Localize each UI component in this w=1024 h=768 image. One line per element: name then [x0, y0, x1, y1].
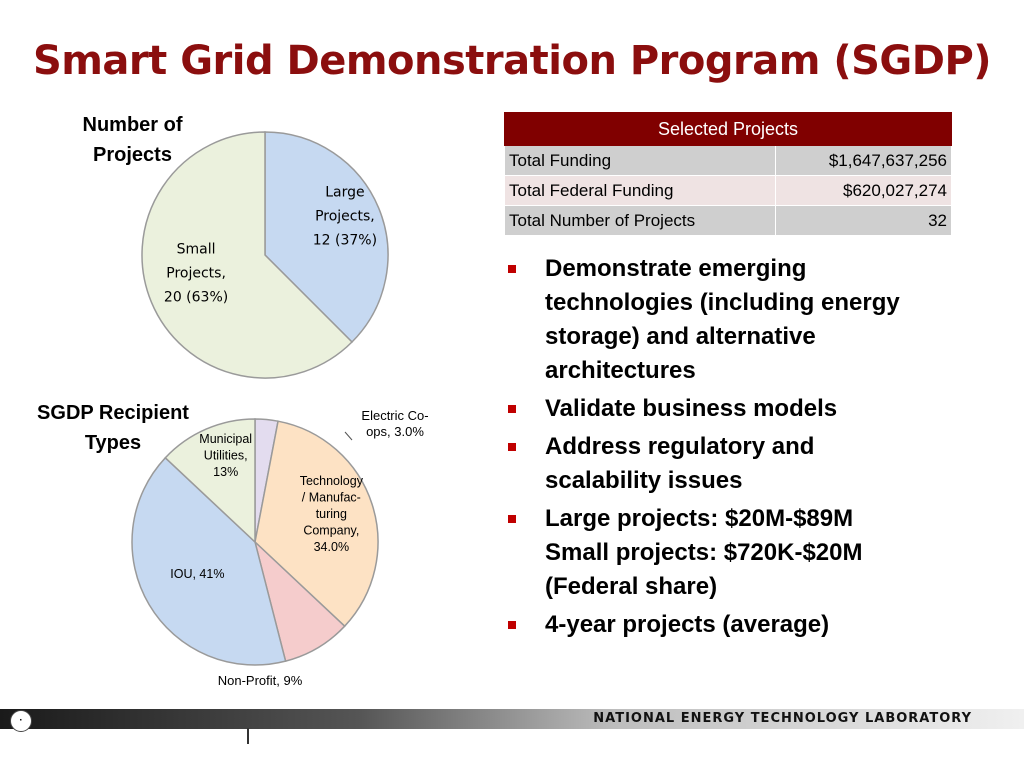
netl-logo-icon: · [10, 710, 32, 732]
slide-title: Smart Grid Demonstration Program (SGDP) [32, 38, 992, 84]
recipient-pie-chart: Technology / Manufac-turing Company, 34.0% I… [131, 418, 379, 666]
footer-bar [0, 709, 1024, 729]
pie-slice [254, 420, 379, 628]
bullet-item: Address regulatory and scalability issue… [505, 430, 905, 498]
bullet-square-icon [508, 405, 516, 413]
row-label: Total Funding [504, 145, 776, 176]
footer-lab-name: NATIONAL ENERGY TECHNOLOGY LABORATORY [593, 711, 972, 726]
slice-label: Small Projects, 20 (63%) [164, 241, 228, 305]
bullet-item: 4-year projects (average) [505, 608, 905, 642]
row-value: $1,647,637,256 [774, 145, 953, 176]
slice-label-electric-coops: Electric Co-ops, 3.0% [361, 408, 429, 439]
recipient-pie-title: SGDP Recipient Types [37, 402, 189, 454]
selected-projects-table: Selected Projects Total Funding $1,647,6… [504, 112, 953, 236]
footer-divider [247, 728, 249, 744]
row-label: Total Federal Funding [504, 175, 776, 206]
bullet-item: Large projects: $20M-$89M Small projects… [505, 502, 905, 604]
table-row: Total Funding $1,647,637,256 [504, 145, 953, 176]
table-header: Selected Projects [504, 112, 952, 146]
bullet-square-icon [508, 265, 516, 273]
row-value: $620,027,274 [774, 175, 953, 206]
table-row: Total Federal Funding $620,027,274 [504, 175, 953, 206]
slice-label-non-profit: Non-Profit, 9% [217, 673, 303, 688]
bullet-square-icon [508, 515, 516, 523]
projects-pie-chart: Large Projects, 12 (37%) Small Projects, 20 (… [141, 131, 389, 379]
projects-pie-title: Number of Projects [82, 114, 183, 166]
bullet-square-icon [508, 621, 516, 629]
bullet-item: Demonstrate emerging technologies (inclu… [505, 252, 905, 388]
table-row: Total Number of Projects 32 [504, 205, 953, 236]
pie-slice [264, 131, 389, 344]
leader-line [344, 431, 353, 441]
slice-label: Large Projects, 12 (37%) [313, 185, 377, 249]
bullet-item: Validate business models [505, 392, 905, 426]
pie-slice [141, 131, 354, 379]
pie-slice [164, 418, 256, 544]
pie-slice [131, 456, 287, 666]
bullet-list: Demonstrate emerging technologies (inclu… [505, 252, 905, 646]
slice-label: Municipal Utilities, 13% [199, 432, 252, 479]
row-value: 32 [774, 205, 953, 236]
slice-label: Technology / Manufac-turing Company, 34.0% [300, 474, 364, 554]
slice-label: IOU, 41% [170, 567, 224, 581]
bullet-square-icon [508, 443, 516, 451]
row-label: Total Number of Projects [504, 205, 776, 236]
